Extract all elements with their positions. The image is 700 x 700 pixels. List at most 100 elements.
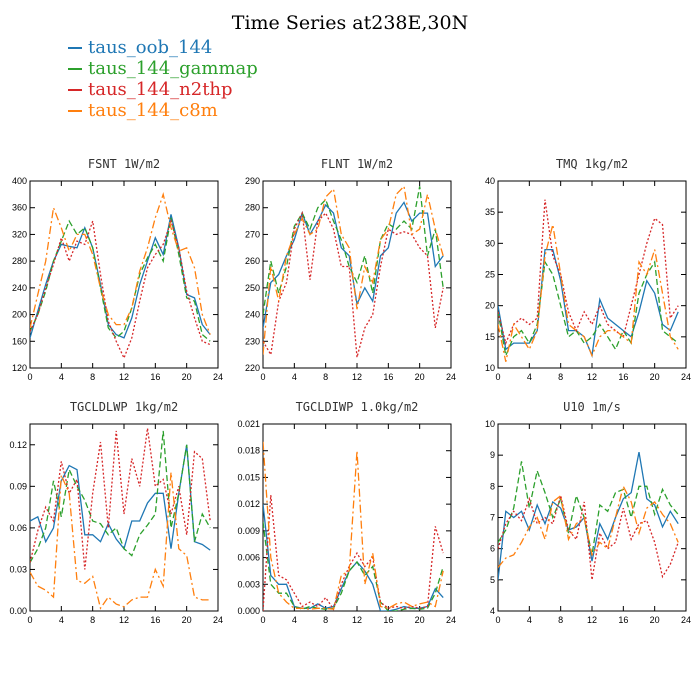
legend-label: taus_144_c8m [88,100,218,121]
legend-swatch [68,110,82,112]
y-tick-label: 220 [245,363,260,373]
plot-frame [29,180,219,369]
chart-panel: TGCLDLWP 1kg/m2 0.00 0.03 0.06 0.09 0.12 0 4 8 12… [9,400,223,625]
y-tick-label: 400 [12,176,27,186]
x-tick-label: 20 [182,372,192,382]
y-tick-label: 10 [485,363,495,373]
series-line-taus_144_c8m [498,484,679,568]
series-line-taus_144_n2thp [498,199,679,346]
y-tick-label: 0.012 [237,499,260,509]
x-tick-label: 24 [681,372,691,382]
legend-swatch [68,89,82,91]
panel-title: TGCLDIWP 1.0kg/m2 [296,400,419,414]
y-tick-label: 0.00 [9,606,27,616]
legend-item: taus_144_c8m [68,100,258,121]
legend-item: taus_144_gammap [68,58,258,79]
y-tick-label: 320 [12,229,27,239]
plot-frame [262,180,452,369]
panel-title: FSNT 1W/m2 [88,157,160,171]
x-tick-label: 16 [618,372,628,382]
y-tick-label: 0.03 [9,564,27,574]
legend-label: taus_oob_144 [88,37,213,58]
y-tick-label: 10 [485,419,495,429]
y-tick-label: 5 [490,575,495,585]
y-tick-label: 290 [245,176,260,186]
x-tick-label: 8 [323,372,328,382]
y-tick-label: 260 [245,256,260,266]
y-tick-label: 4 [490,606,495,616]
y-tick-label: 0.009 [237,526,260,536]
series-line-taus_144_n2thp [30,428,211,570]
x-tick-label: 20 [650,615,660,625]
y-tick-label: 0.015 [237,472,260,482]
x-tick-label: 0 [260,615,265,625]
x-tick-label: 8 [558,372,563,382]
x-tick-label: 16 [618,615,628,625]
y-tick-label: 25 [485,270,495,280]
y-tick-label: 240 [12,283,27,293]
y-tick-label: 270 [245,229,260,239]
y-tick-label: 20 [485,301,495,311]
x-tick-label: 0 [27,372,32,382]
y-tick-label: 0.018 [237,446,260,456]
legend: taus_oob_144 taus_144_gammap taus_144_n2… [68,37,258,121]
x-tick-label: 4 [292,615,297,625]
y-tick-label: 0.006 [237,553,260,563]
series-line-taus_oob_144 [30,214,211,339]
x-tick-label: 8 [558,615,563,625]
series-line-taus_144_gammap [263,521,444,611]
panel-title: TMQ 1kg/m2 [556,157,628,171]
x-tick-label: 20 [182,615,192,625]
x-tick-label: 4 [527,372,532,382]
plot-frame [497,423,687,612]
x-tick-label: 24 [213,615,223,625]
y-tick-label: 0.09 [9,481,27,491]
x-tick-label: 12 [587,615,597,625]
x-tick-label: 20 [415,615,425,625]
x-tick-label: 12 [119,615,129,625]
series-line-taus_oob_144 [498,451,679,580]
y-tick-label: 0.000 [237,606,260,616]
y-tick-label: 200 [12,310,27,320]
panel-title: TGCLDLWP 1kg/m2 [70,400,178,414]
series-line-taus_144_gammap [30,430,211,563]
x-tick-label: 12 [587,372,597,382]
legend-label: taus_144_gammap [88,58,258,79]
chart-panel: FLNT 1W/m2 220 230 240 250 260 270 280 290 0 4 8 12 1… [245,157,456,382]
y-tick-label: 30 [485,238,495,248]
chart-title: Time Series at238E,30N [231,12,469,34]
x-tick-label: 4 [59,372,64,382]
x-tick-label: 4 [59,615,64,625]
x-tick-label: 24 [446,372,456,382]
series-line-taus_144_c8m [263,441,444,610]
y-tick-label: 280 [12,256,27,266]
x-tick-label: 0 [495,372,500,382]
y-tick-label: 7 [490,513,495,523]
legend-swatch [68,68,82,70]
x-tick-label: 12 [352,372,362,382]
chart-panel: TGCLDIWP 1.0kg/m2 0.000 0.003 0.006 0.009 0.0… [237,400,456,625]
y-tick-label: 360 [12,203,27,213]
y-tick-label: 35 [485,207,495,217]
x-tick-label: 16 [150,615,160,625]
series-line-taus_144_gammap [30,217,211,342]
legend-item: taus_oob_144 [68,37,258,58]
x-tick-label: 0 [495,615,500,625]
x-tick-label: 24 [446,615,456,625]
x-tick-label: 8 [90,372,95,382]
legend-item: taus_144_n2thp [68,79,258,100]
legend-label: taus_144_n2thp [88,79,233,100]
series-line-taus_144_n2thp [30,218,211,360]
plot-frame [497,180,687,369]
series-line-taus_144_c8m [30,472,211,610]
series-line-taus_144_c8m [263,184,444,355]
y-tick-label: 230 [245,336,260,346]
y-tick-label: 250 [245,283,260,293]
legend-swatch [68,47,82,49]
x-tick-label: 4 [527,615,532,625]
x-tick-label: 16 [383,372,393,382]
y-tick-label: 240 [245,310,260,320]
x-tick-label: 12 [352,615,362,625]
series-line-taus_144_n2thp [498,495,679,580]
